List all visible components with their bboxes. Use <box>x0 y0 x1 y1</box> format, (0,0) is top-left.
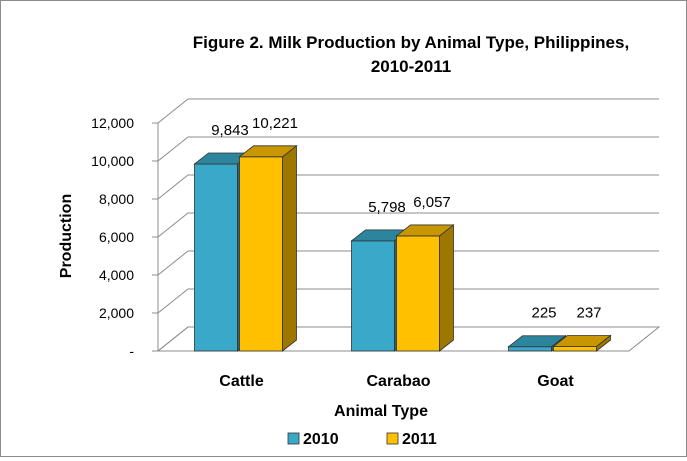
bar-side <box>282 144 297 352</box>
x-axis-categories: Cattle Carabao Goat <box>219 373 574 390</box>
data-label: 5,798 <box>368 199 406 216</box>
y-tick-label: 4,000 <box>99 267 134 283</box>
y-tick-label: 12,000 <box>91 115 134 131</box>
bar-top <box>238 145 298 158</box>
data-labels: 9,843 10,221 5,798 6,057 225 237 <box>211 115 601 322</box>
x-category-label: Goat <box>537 373 574 390</box>
gridline <box>157 288 659 314</box>
x-axis-title: Animal Type <box>334 403 428 420</box>
bar-2010-goat <box>508 346 552 352</box>
gridline <box>157 326 659 352</box>
bar-2011-carabao <box>396 235 440 352</box>
legend-swatch-2011 <box>386 432 399 445</box>
bar-2010-cattle <box>194 163 238 352</box>
chart-title-line2: 2010-2011 <box>371 57 451 76</box>
legend-label: 2011 <box>402 431 437 448</box>
bar-2011-cattle <box>239 156 283 352</box>
bar-top <box>395 224 455 237</box>
x-category-label: Carabao <box>366 373 430 390</box>
gridline <box>157 250 659 276</box>
data-label: 9,843 <box>211 122 249 139</box>
gridline <box>157 174 659 200</box>
bars <box>193 144 612 352</box>
gridline <box>157 136 659 162</box>
y-tick-label: 8,000 <box>99 191 134 207</box>
y-axis-title: Production <box>58 194 75 278</box>
bar-top <box>507 335 567 348</box>
bar-2011-goat <box>553 346 597 352</box>
y-tick-label: 10,000 <box>91 153 134 169</box>
data-label: 6,057 <box>413 194 451 211</box>
data-label: 10,221 <box>252 115 298 132</box>
legend: 2010 2011 <box>287 431 437 448</box>
chart-title-line1: Figure 2. Milk Production by Animal Type… <box>193 33 629 52</box>
bar-2010-carabao <box>351 240 395 352</box>
gridlines <box>152 98 659 352</box>
gridline <box>157 212 659 238</box>
legend-label: 2010 <box>303 431 339 448</box>
y-axis-ticks: - 2,000 4,000 6,000 8,000 10,000 12,000 <box>91 115 134 359</box>
x-category-label: Cattle <box>219 373 264 390</box>
y-tick-label: - <box>129 343 134 359</box>
bar-top <box>552 335 612 347</box>
data-label: 237 <box>576 304 601 321</box>
y-tick-label: 6,000 <box>99 229 134 245</box>
data-label: 225 <box>531 305 556 322</box>
bar-side <box>439 224 454 352</box>
y-tick-label: 2,000 <box>99 305 134 321</box>
gridline <box>157 98 659 124</box>
legend-swatch-2010 <box>287 432 300 445</box>
